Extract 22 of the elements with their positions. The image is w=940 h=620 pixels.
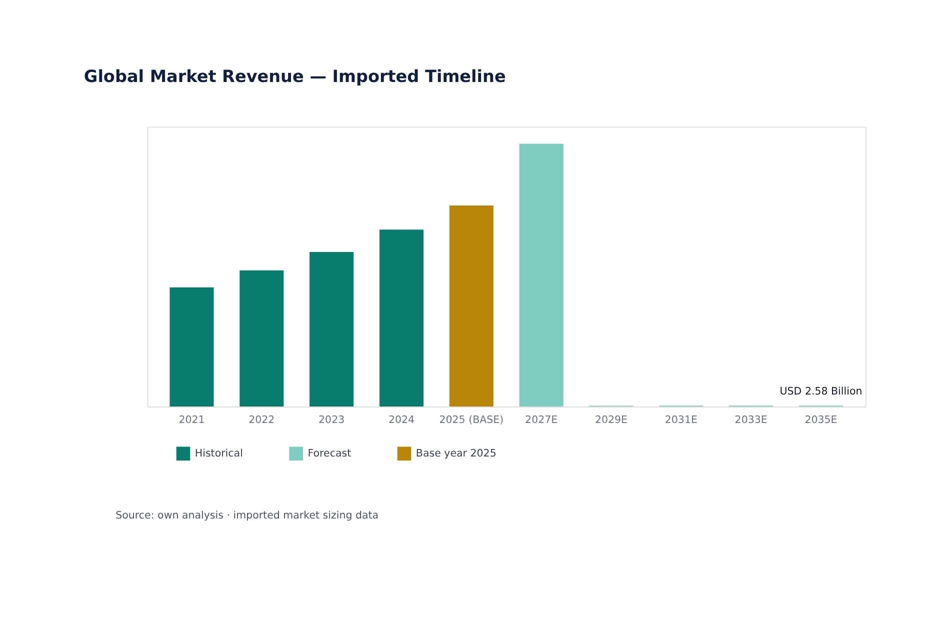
bar xyxy=(170,287,214,407)
x-tick-label: 2024 xyxy=(388,414,415,426)
x-tick-label: 2022 xyxy=(248,414,275,426)
x-tick-label: 2021 xyxy=(178,414,205,426)
x-tick-label: 2035E xyxy=(804,414,838,426)
bar xyxy=(519,144,564,407)
x-tick-label: 2027E xyxy=(525,414,558,426)
bar xyxy=(310,252,354,407)
bar xyxy=(379,230,424,407)
legend-label: Base year 2025 xyxy=(416,447,496,460)
x-tick-label: 2023 xyxy=(318,414,345,426)
x-tick-label: 2025 (BASE) xyxy=(439,414,504,426)
legend-label: Forecast xyxy=(308,447,352,460)
x-tick-label: 2033E xyxy=(734,414,768,426)
chart-title: Global Market Revenue — Imported Timeline xyxy=(84,66,506,86)
x-tick-label: 2029E xyxy=(594,414,628,426)
legend-label: Historical xyxy=(194,447,243,460)
data-label: USD 2.58 Billion xyxy=(780,385,862,398)
x-tick-label: 2031E xyxy=(664,414,698,426)
bar xyxy=(449,205,494,407)
bar xyxy=(240,270,284,407)
source-note: Source: own analysis · imported market sizing data xyxy=(116,509,379,522)
